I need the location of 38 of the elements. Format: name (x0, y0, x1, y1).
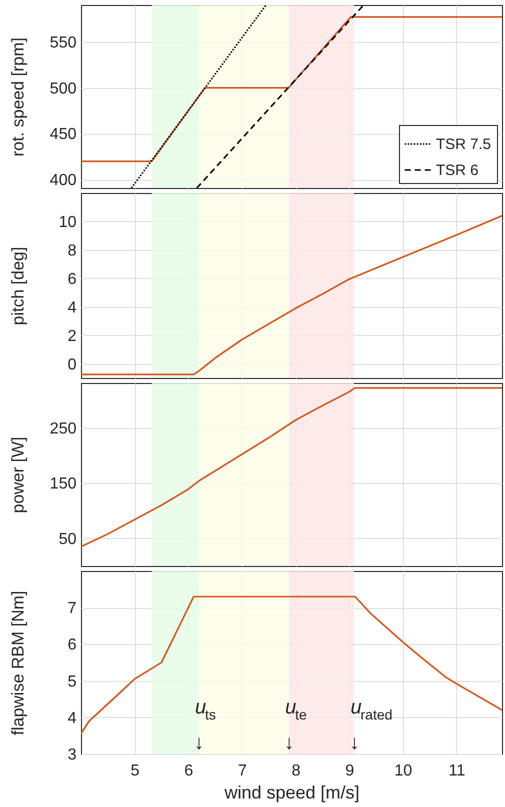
y-tick-label: 450 (50, 126, 77, 144)
y-tick-label: 250 (50, 420, 77, 438)
legend-label: TSR 6 (436, 162, 479, 179)
y-axis-title: rot. speed [rpm] (8, 37, 28, 157)
x-tick-label: 9 (345, 762, 354, 780)
legend-label: TSR 7.5 (436, 136, 492, 153)
y-axis-title: power [W] (8, 436, 28, 514)
annotation: ↓ (194, 732, 204, 754)
x-tick-label: 8 (292, 762, 301, 780)
y-tick-label: 50 (58, 530, 77, 548)
line-series (81, 387, 502, 548)
x-tick-label: 5 (130, 762, 140, 780)
y-tick-label: 150 (50, 476, 77, 493)
y-axis-title: flapwise RBM [Nm] (8, 590, 28, 736)
y-tick-label: 6 (68, 270, 77, 288)
x-tick-label: 6 (184, 762, 194, 780)
x-tick-label: 10 (394, 762, 412, 780)
x-axis-title: wind speed [m/s] (223, 782, 360, 802)
y-axis-title: pitch [deg] (8, 246, 28, 326)
y-tick-label: 5 (68, 673, 77, 690)
y-tick-label: 3 (68, 746, 77, 764)
y-tick-label: 6 (68, 636, 77, 654)
y-tick-label: 4 (68, 710, 77, 727)
y-tick-label: 8 (68, 242, 77, 260)
annotation: ↓ (284, 732, 294, 754)
x-tick-label: 11 (448, 762, 466, 780)
y-tick-label: 10 (58, 214, 77, 231)
annotation: ↓ (350, 732, 360, 754)
y-tick-label: 4 (68, 299, 77, 316)
y-tick-label: 2 (68, 328, 77, 345)
y-tick-label: 550 (50, 34, 77, 52)
line-series (81, 596, 502, 734)
y-tick-label: 500 (50, 80, 77, 98)
x-tick-label: 7 (238, 762, 247, 780)
line-series (81, 214, 502, 376)
y-tick-label: 400 (50, 172, 77, 190)
y-tick-label: 0 (68, 356, 77, 374)
y-tick-label: 7 (68, 600, 77, 618)
